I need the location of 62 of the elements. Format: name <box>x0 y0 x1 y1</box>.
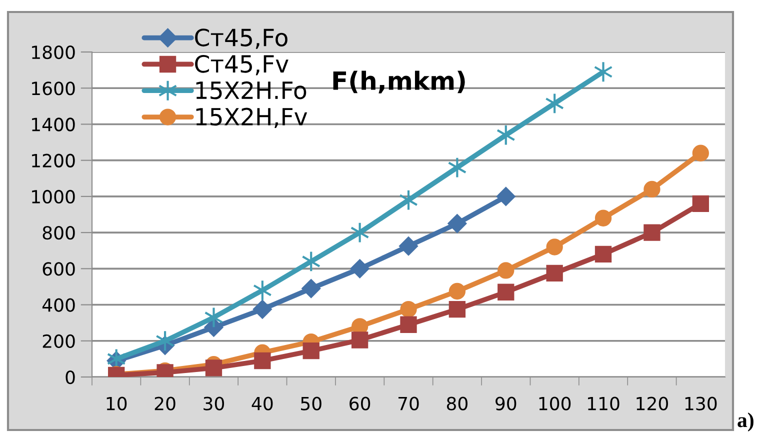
y-tick-label: 0 <box>66 370 75 384</box>
x-tick-label: 30 <box>204 396 224 410</box>
x-tick-label: 90 <box>496 396 516 410</box>
y-tick-label: 600 <box>42 262 75 276</box>
point <box>692 144 709 162</box>
point <box>448 300 466 318</box>
point <box>302 342 320 360</box>
point <box>546 264 563 282</box>
text: a) <box>738 412 754 432</box>
point <box>205 360 222 376</box>
y-tick-label: 1200 <box>32 154 75 168</box>
point <box>546 238 563 256</box>
y-tick-label: 200 <box>42 334 75 348</box>
y-tick-label: 400 <box>42 298 75 312</box>
point <box>498 262 514 279</box>
point <box>350 222 370 244</box>
x-tick-label: 80 <box>446 396 468 410</box>
point <box>448 156 467 178</box>
point <box>204 306 224 328</box>
y-tick-label: 1400 <box>32 118 75 132</box>
point <box>400 300 417 318</box>
point <box>496 186 516 206</box>
point <box>496 124 516 146</box>
y-tick-label: 800 <box>42 226 75 240</box>
legend-label: 15Х2Н,Fv <box>196 108 308 128</box>
x-tick-label: 120 <box>636 396 668 410</box>
x-tick-label: 130 <box>685 396 717 410</box>
point <box>351 332 368 348</box>
x-tick-label: 60 <box>350 396 370 410</box>
point <box>302 278 321 298</box>
point <box>448 282 466 300</box>
point <box>252 300 272 319</box>
point <box>400 316 417 333</box>
point <box>254 352 271 370</box>
legend-label: Ст45,Fv <box>195 54 288 76</box>
point <box>448 214 467 234</box>
point <box>644 224 660 241</box>
x-tick-label: 10 <box>106 396 127 410</box>
legend-label: 15Х2Н.Fo <box>196 81 306 100</box>
point <box>498 284 514 300</box>
legend-label: Ст45,Fo <box>195 28 288 49</box>
point <box>252 280 272 302</box>
point <box>156 330 175 352</box>
point <box>594 210 612 226</box>
x-tick-label: 110 <box>588 396 620 410</box>
point <box>398 236 418 256</box>
x-tick-label: 70 <box>398 396 419 410</box>
text: F(h,mkm) <box>333 70 465 94</box>
point <box>350 259 370 278</box>
point <box>594 246 612 263</box>
point <box>399 189 418 211</box>
x-tick-label: 100 <box>539 396 571 410</box>
point <box>594 61 613 83</box>
x-tick-label: 50 <box>301 396 322 410</box>
y-tick-label: 1000 <box>32 190 75 204</box>
x-tick-label: 40 <box>252 396 273 410</box>
y-tick-label: 1600 <box>32 82 75 96</box>
point <box>692 195 709 212</box>
y-tick-label: 1800 <box>32 45 75 60</box>
x-tick-label: 20 <box>154 396 176 410</box>
point <box>644 180 660 198</box>
point <box>302 250 321 272</box>
